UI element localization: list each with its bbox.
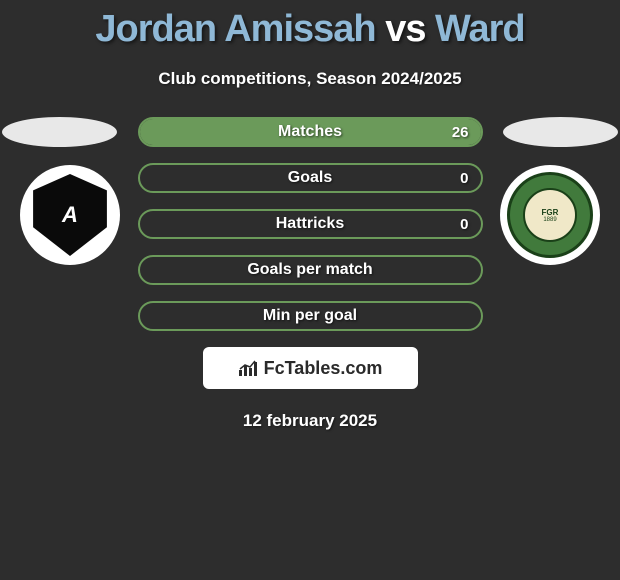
- stat-bars-list: Matches 26 Goals 0 Hattricks 0 Goals per match…: [138, 117, 483, 331]
- club-badge-right: FGR 1889: [500, 165, 600, 265]
- club-right-year: 1889: [543, 217, 556, 223]
- stat-label: Goals per match: [247, 261, 372, 279]
- brand-box[interactable]: FcTables.com: [203, 347, 418, 389]
- player1-name: Jordan Amissah: [95, 8, 375, 50]
- stat-label: Goals: [288, 169, 332, 187]
- stat-bar: Min per goal: [138, 301, 483, 331]
- stat-bar: Goals per match: [138, 255, 483, 285]
- stat-bar: Goals 0: [138, 163, 483, 193]
- player2-avatar-placeholder: [503, 117, 618, 147]
- comparison-card: Jordan Amissah vs Ward Club competitions…: [0, 0, 620, 580]
- stat-label: Min per goal: [263, 307, 357, 325]
- brand-text: FcTables.com: [264, 358, 383, 379]
- stats-area: A FGR 1889 Matches26Goals0Hattricks0Goal…: [0, 117, 620, 431]
- chart-icon: [238, 359, 258, 377]
- page-title: Jordan Amissah vs Ward: [0, 0, 620, 51]
- club-center-right: FGR 1889: [523, 188, 577, 242]
- stat-value-right: 0: [460, 170, 468, 187]
- player2-name: Ward: [435, 8, 525, 50]
- club-badge-left: A: [20, 165, 120, 265]
- stat-bar: Hattricks 0: [138, 209, 483, 239]
- vs-text: vs: [385, 8, 425, 50]
- club-right-abbrev: FGR: [542, 208, 559, 217]
- stat-label: Matches: [278, 123, 342, 141]
- stat-value-right: 26: [452, 124, 469, 141]
- stat-value-right: 0: [460, 216, 468, 233]
- date-text: 12 february 2025: [0, 411, 620, 431]
- club-shield-left: A: [29, 174, 111, 256]
- stat-label: Hattricks: [276, 215, 344, 233]
- subtitle: Club competitions, Season 2024/2025: [0, 69, 620, 89]
- club-left-initial: A: [62, 202, 78, 228]
- stat-bar: Matches 26: [138, 117, 483, 147]
- player1-avatar-placeholder: [2, 117, 117, 147]
- club-ring-right: FGR 1889: [507, 172, 593, 258]
